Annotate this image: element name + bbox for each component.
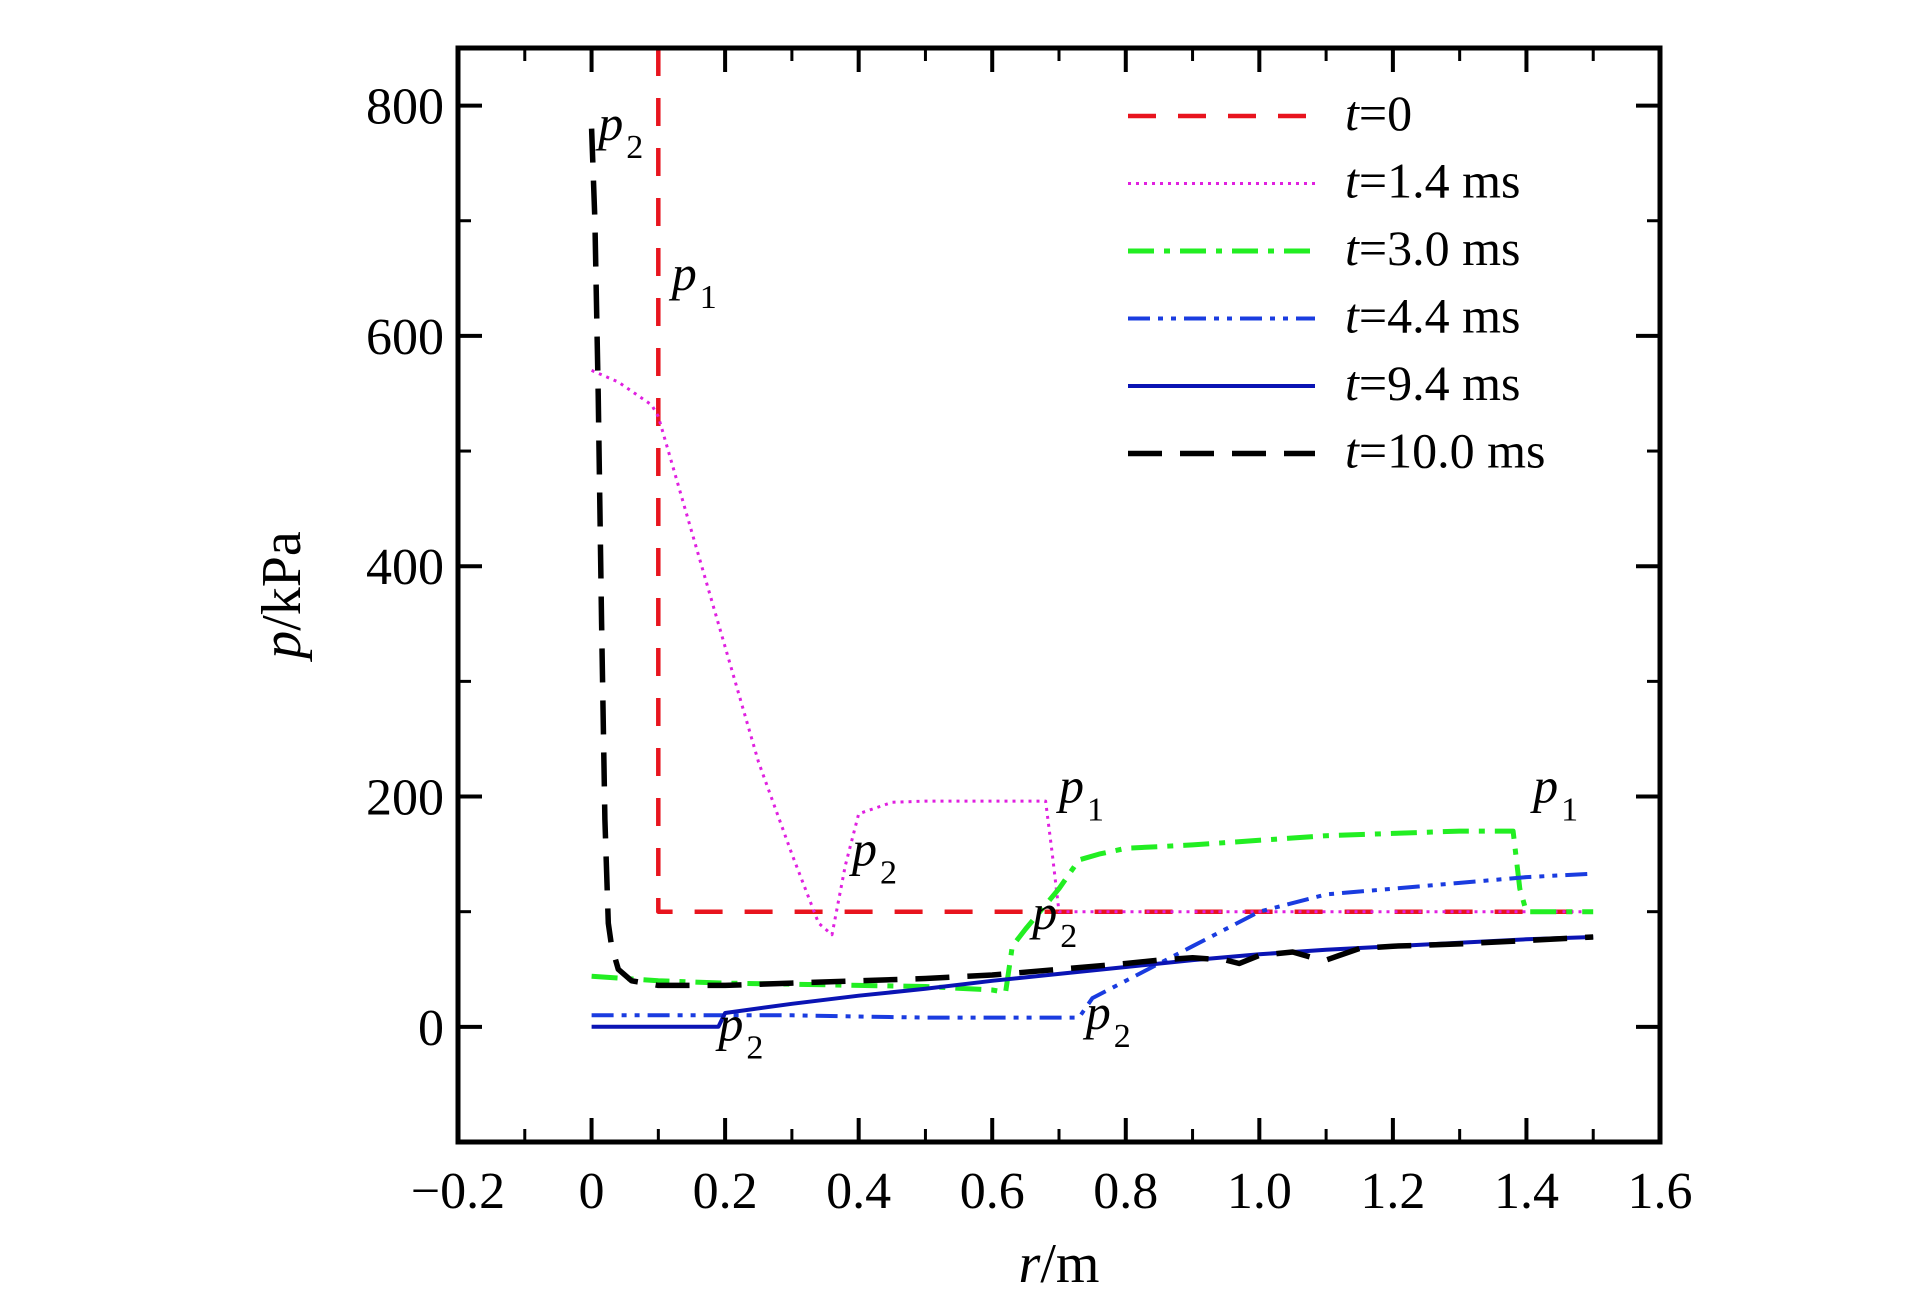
x-tick-label: 0.4 bbox=[826, 1163, 891, 1220]
y-tick-label: 800 bbox=[366, 79, 444, 136]
svg-text:p: p bbox=[669, 245, 697, 301]
x-tick-label: 1.4 bbox=[1494, 1163, 1559, 1220]
svg-text:2: 2 bbox=[626, 129, 643, 166]
svg-text:p: p bbox=[1083, 984, 1111, 1040]
svg-text:p: p bbox=[849, 821, 877, 877]
x-tick-label: 0.2 bbox=[693, 1163, 758, 1220]
x-tick-label: 1.2 bbox=[1360, 1163, 1425, 1220]
y-tick-label: 200 bbox=[366, 770, 444, 827]
svg-text:1: 1 bbox=[700, 279, 717, 316]
svg-text:1: 1 bbox=[1561, 791, 1578, 828]
series-layer bbox=[588, 48, 1594, 1029]
svg-text:p: p bbox=[1029, 884, 1057, 940]
svg-text:p: p bbox=[1056, 757, 1084, 813]
legend: t=0 t=1.4 ms t=3.0 ms t=4.4 ms t=9.4 ms t=10.… bbox=[1128, 85, 1545, 479]
series-line-4 bbox=[591, 935, 1594, 1029]
svg-text:2: 2 bbox=[1114, 1018, 1131, 1055]
x-tick-label: 0.6 bbox=[960, 1163, 1025, 1220]
x-tick-label: 0 bbox=[579, 1163, 605, 1220]
svg-text:p: p bbox=[1530, 757, 1558, 813]
y-tick-label: 0 bbox=[418, 1000, 444, 1057]
legend-label: t=9.4 ms bbox=[1345, 355, 1520, 411]
x-tick-label: 1.6 bbox=[1628, 1163, 1693, 1220]
legend-item: t=4.4 ms bbox=[1128, 288, 1520, 344]
x-tick-label: 0.8 bbox=[1093, 1163, 1158, 1220]
x-axis: −0.2 0 0.2 0.4 0.6 0.8 1.0 1.2 1.4 1.6 bbox=[411, 48, 1693, 1220]
minor-ticks bbox=[458, 48, 1660, 1144]
legend-label: t=3.0 ms bbox=[1345, 220, 1520, 276]
legend-item: t=1.4 ms bbox=[1128, 153, 1520, 209]
svg-text:2: 2 bbox=[880, 855, 897, 892]
legend-label: t=0 bbox=[1345, 85, 1412, 141]
legend-item: t=0 bbox=[1128, 85, 1412, 141]
legend-label: t=1.4 ms bbox=[1345, 153, 1520, 209]
legend-label: t=10.0 ms bbox=[1345, 423, 1545, 479]
series-line-2 bbox=[591, 828, 1594, 995]
y-tick-label: 600 bbox=[366, 309, 444, 366]
series-line-1 bbox=[591, 369, 1594, 937]
legend-item: t=3.0 ms bbox=[1128, 220, 1520, 276]
x-tick-label: 1.0 bbox=[1227, 1163, 1292, 1220]
svg-text:2: 2 bbox=[746, 1030, 763, 1067]
y-axis-title: p/kPa bbox=[251, 531, 313, 663]
series-line-0 bbox=[656, 48, 1594, 914]
legend-item: t=9.4 ms bbox=[1128, 355, 1520, 411]
svg-text:2: 2 bbox=[1060, 918, 1077, 955]
svg-text:p: p bbox=[595, 95, 623, 151]
plot-frame bbox=[455, 45, 1663, 1145]
series-line-5 bbox=[588, 128, 1594, 989]
x-tick-label: −0.2 bbox=[411, 1163, 505, 1220]
annotations: p 2p 1p 1p 2p 2p 1p 2p 2 bbox=[595, 95, 1578, 1067]
svg-text:1: 1 bbox=[1087, 791, 1104, 828]
y-axis: 0 200 400 600 800 bbox=[366, 79, 1660, 1057]
legend-label: t=4.4 ms bbox=[1345, 288, 1520, 344]
x-axis-title: r/m bbox=[1019, 1233, 1100, 1295]
y-tick-label: 400 bbox=[366, 539, 444, 596]
svg-text:p: p bbox=[715, 996, 743, 1052]
legend-item: t=10.0 ms bbox=[1128, 423, 1545, 479]
